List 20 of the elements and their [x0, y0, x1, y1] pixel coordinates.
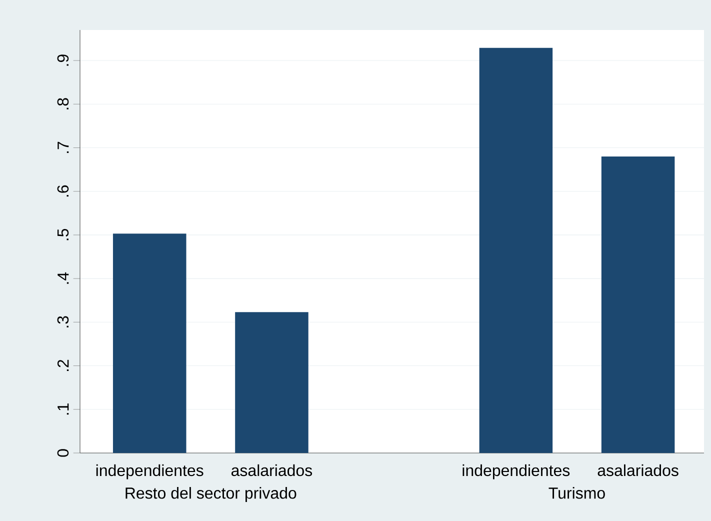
- x-tick-label: asalariados: [231, 464, 312, 476]
- y-tick-label: .4: [58, 272, 69, 284]
- y-tick-label: .1: [58, 403, 69, 415]
- x-tick-label: independientes: [462, 464, 570, 480]
- bar: [601, 156, 675, 453]
- y-tick-label: .9: [57, 54, 69, 66]
- y-tick-label: 0: [57, 449, 69, 457]
- x-tick-label: asalariados: [598, 464, 678, 476]
- text: Turismo: [548, 487, 605, 499]
- y-tick-label: .3: [57, 316, 69, 328]
- y-tick-label: .8: [57, 98, 69, 110]
- bar: [112, 234, 186, 453]
- y-tick-label: .5: [57, 228, 69, 240]
- bar: [235, 312, 308, 453]
- text: Resto del sector privado: [126, 487, 296, 502]
- y-tick-label: .7: [58, 142, 69, 153]
- x-tick-label: independientes: [96, 464, 204, 480]
- y-tick-label: .6: [57, 185, 69, 197]
- bar: [479, 48, 553, 453]
- y-tick-label: .2: [57, 360, 69, 371]
